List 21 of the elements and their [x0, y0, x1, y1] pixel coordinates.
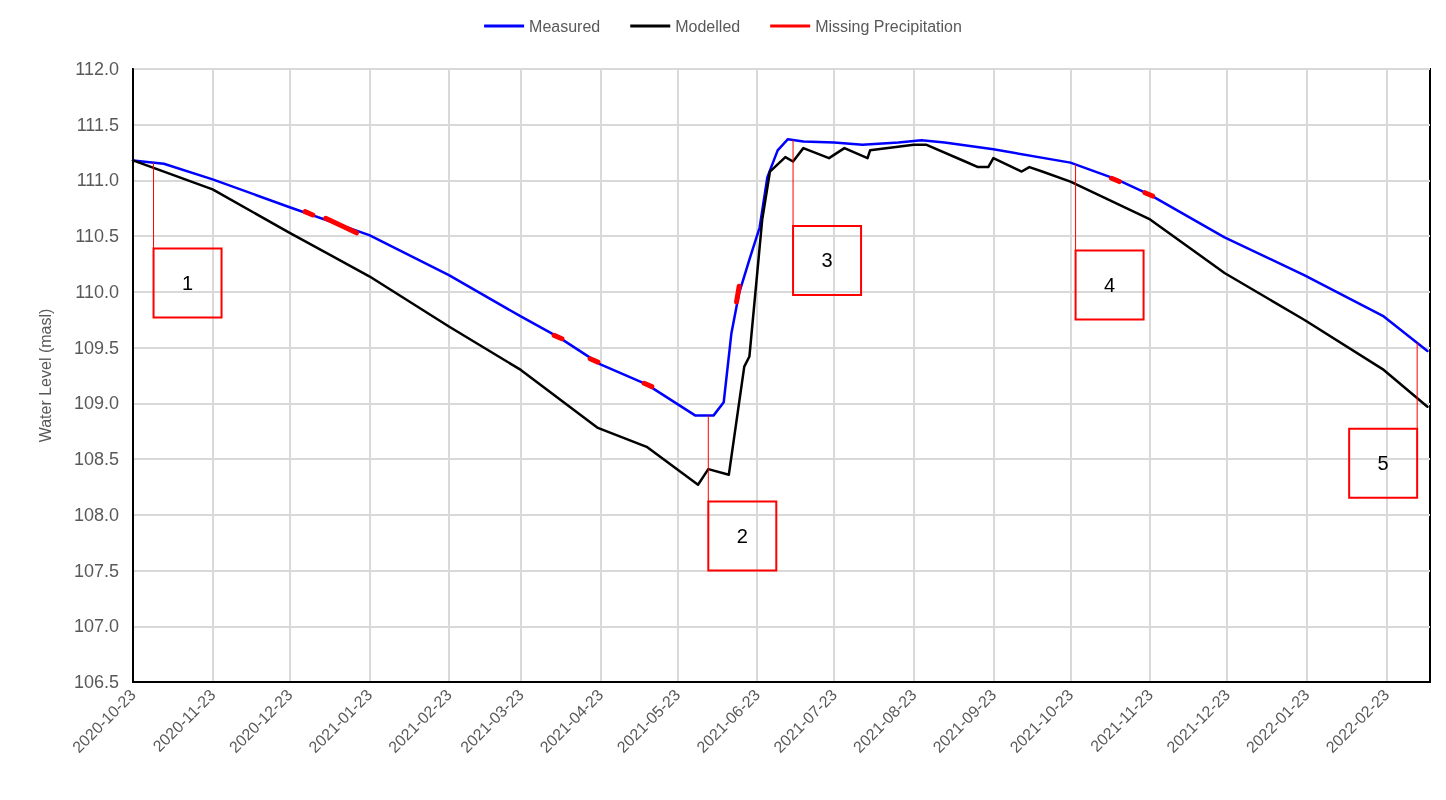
ref-line-label: 2 [736, 525, 748, 548]
ref-line-label: 5 [1377, 452, 1389, 475]
y-tick-label: 111.0 [76, 170, 119, 191]
y-tick-label: 109.5 [73, 337, 119, 358]
legend-label: Modelled [675, 17, 741, 35]
ref-line-label: 1 [181, 272, 194, 295]
ref-line-label: 4 [1104, 273, 1116, 296]
y-tick-label: 108.0 [73, 504, 119, 525]
y-tick-label: 108.5 [73, 449, 119, 470]
y-tick-label: 112.0 [75, 59, 119, 79]
y-tick-label: 107.5 [73, 560, 119, 581]
ref-line-label: 3 [821, 249, 833, 272]
y-tick-label: 109.0 [73, 393, 119, 414]
y-tick-label: 107.0 [73, 616, 119, 637]
y-tick-label: 111.5 [76, 114, 119, 135]
legend-label: Measured [529, 17, 601, 35]
y-tick-label: 110.0 [75, 281, 119, 302]
y-axis-title: Water Level (masl) [36, 308, 54, 443]
legend-label: Missing Precipitation [815, 17, 962, 35]
y-tick-label: 106.5 [73, 672, 119, 692]
y-tick-label: 110.5 [75, 226, 119, 247]
